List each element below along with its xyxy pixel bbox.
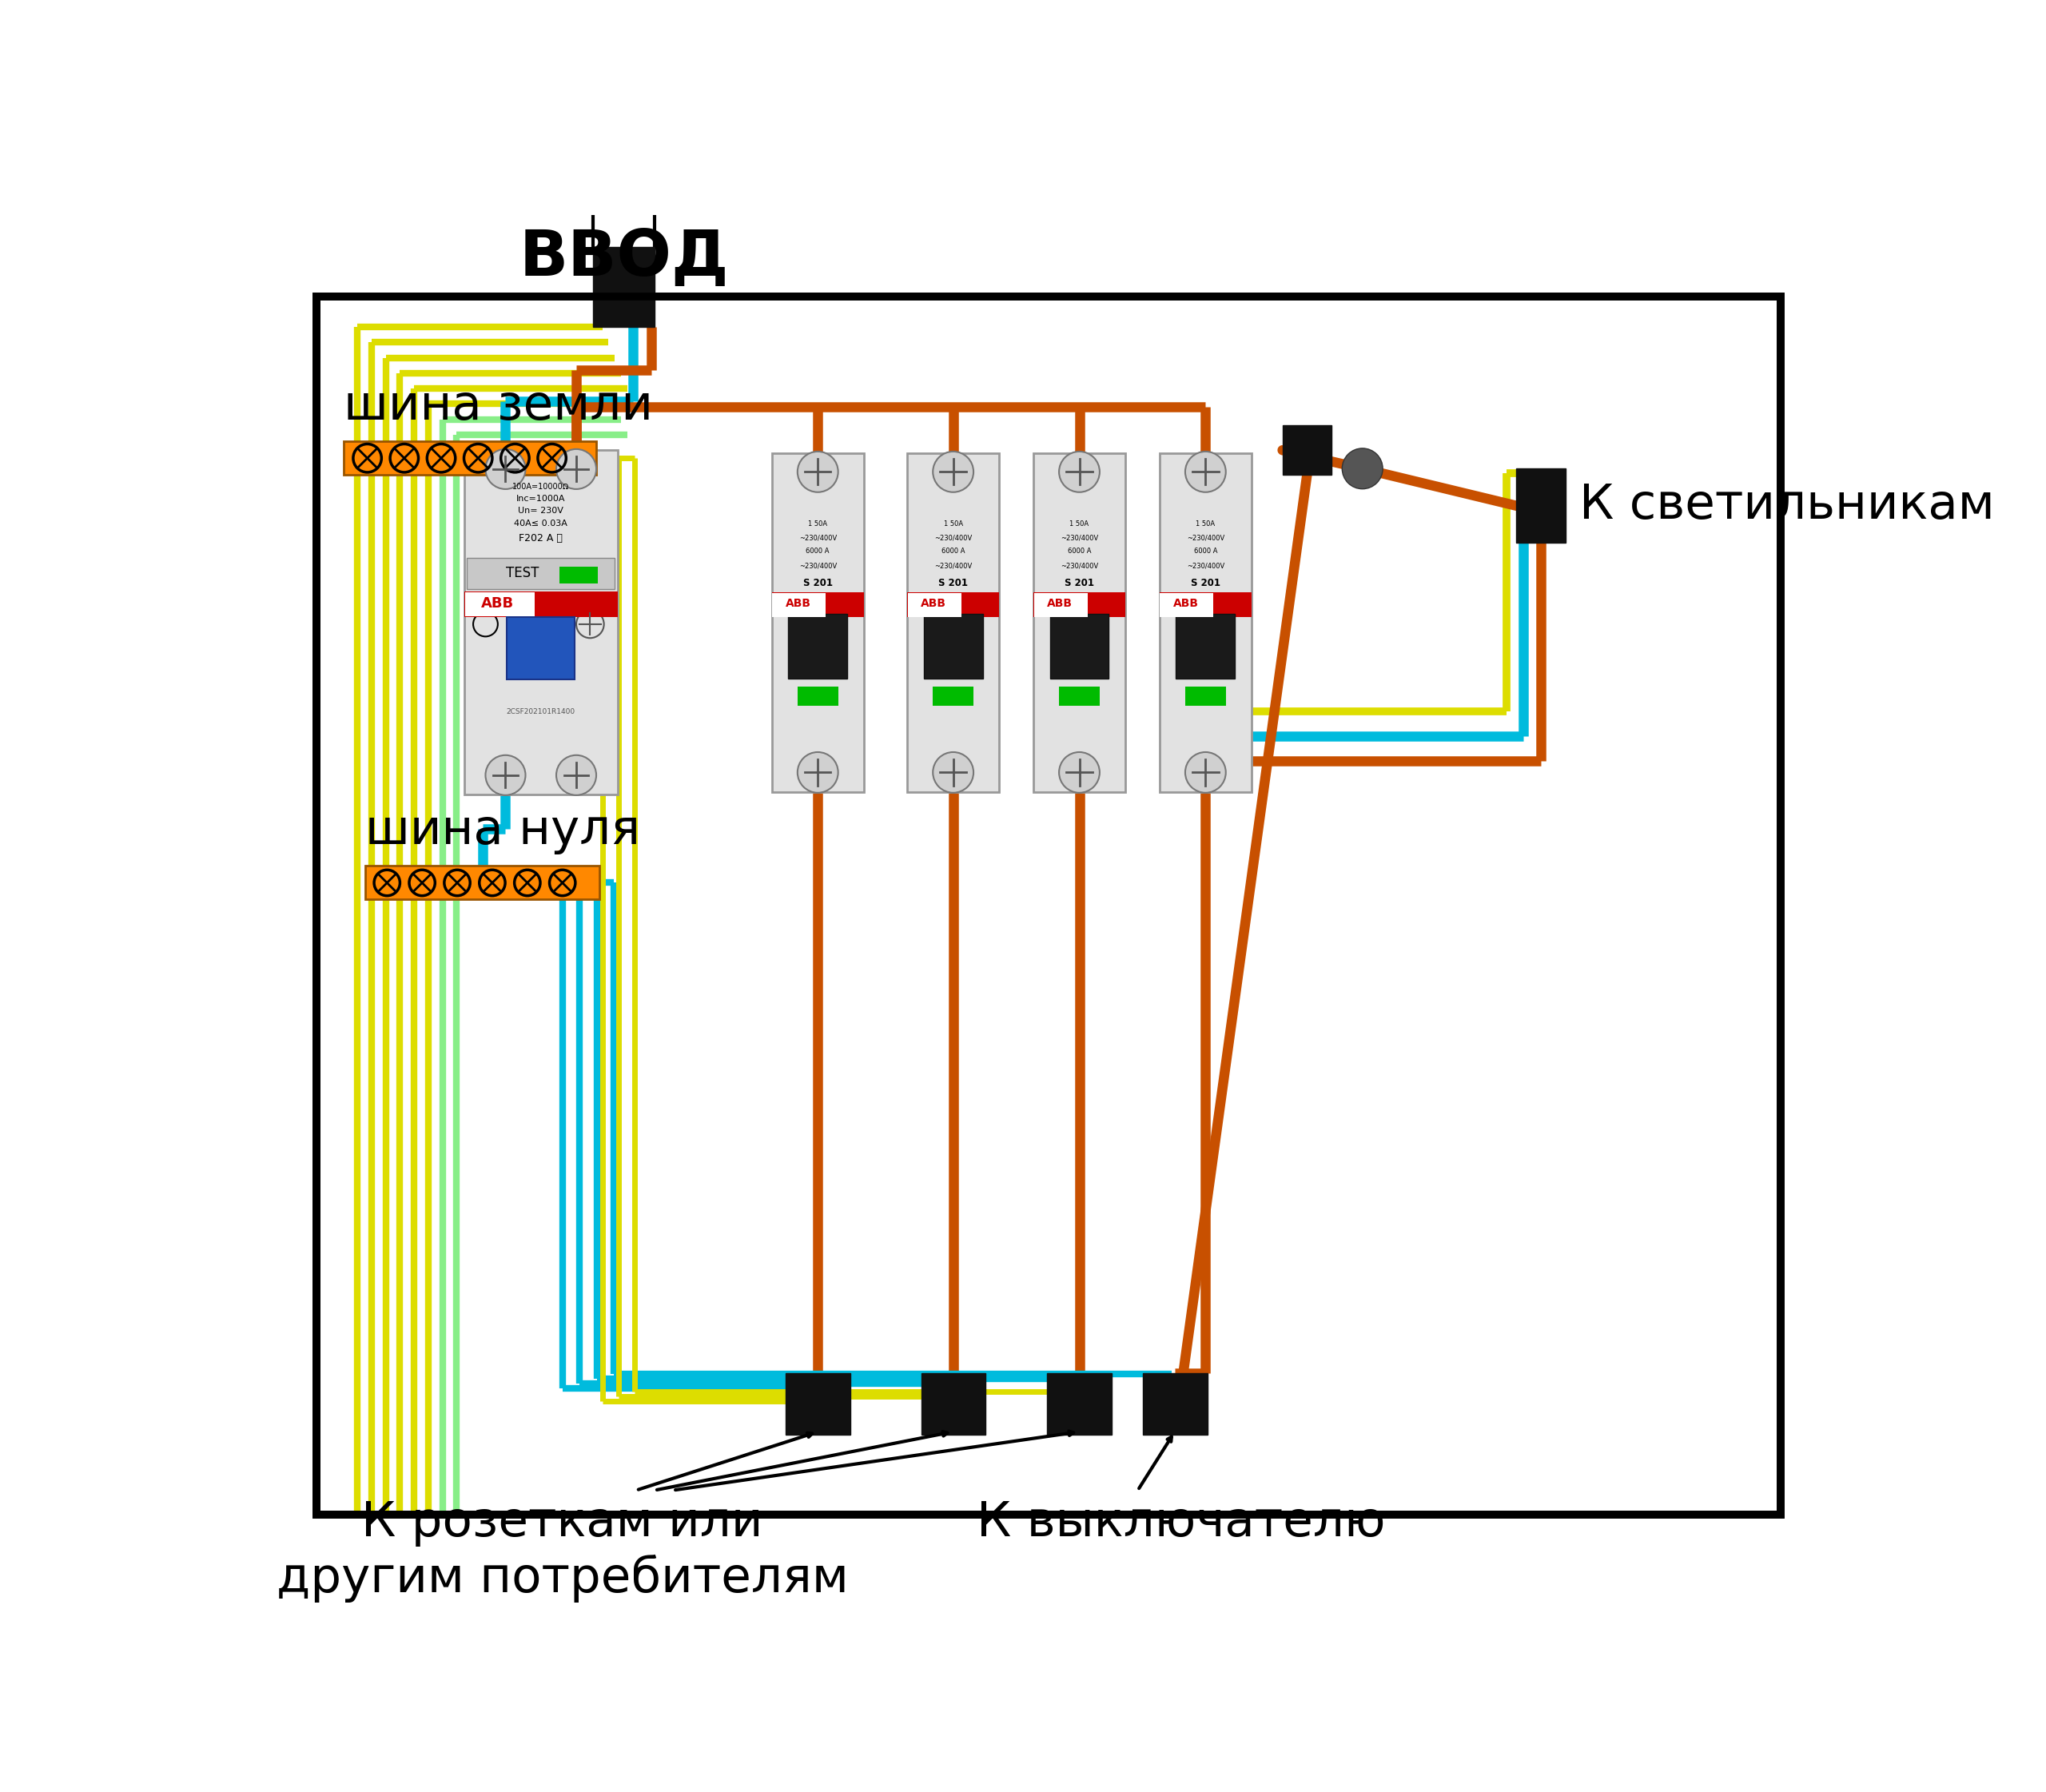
Circle shape <box>485 754 526 796</box>
Text: ~230/400V: ~230/400V <box>1060 534 1099 541</box>
Bar <box>786 1373 851 1435</box>
Text: 6000 A: 6000 A <box>1193 548 1217 556</box>
Bar <box>1033 591 1125 618</box>
Bar <box>788 615 847 679</box>
Bar <box>771 593 827 616</box>
Circle shape <box>933 452 974 493</box>
Bar <box>464 591 618 616</box>
Text: 1 50A: 1 50A <box>943 521 964 529</box>
Text: ABB: ABB <box>1048 599 1072 609</box>
Text: 6000 A: 6000 A <box>1068 548 1091 556</box>
Circle shape <box>1185 753 1226 792</box>
Bar <box>906 453 998 792</box>
Text: ~230/400V: ~230/400V <box>798 563 837 570</box>
Bar <box>507 616 575 679</box>
Circle shape <box>557 754 595 796</box>
Text: 6000 A: 6000 A <box>941 548 966 556</box>
Bar <box>1060 686 1099 706</box>
Text: ~230/400V: ~230/400V <box>1187 563 1224 570</box>
Bar <box>933 686 974 706</box>
Bar <box>466 557 614 590</box>
Bar <box>344 441 595 475</box>
Text: S 201: S 201 <box>939 577 968 588</box>
Bar <box>908 593 962 616</box>
Text: К светильникам: К светильникам <box>1580 482 1995 529</box>
Text: ~230/400V: ~230/400V <box>798 534 837 541</box>
Bar <box>1160 591 1252 618</box>
Bar <box>1144 1373 1207 1435</box>
Circle shape <box>557 450 595 489</box>
Bar <box>1033 593 1086 616</box>
Bar <box>1176 615 1236 679</box>
Text: ~230/400V: ~230/400V <box>1060 563 1099 570</box>
Text: S 201: S 201 <box>1191 577 1219 588</box>
Text: 100A=10000Ω: 100A=10000Ω <box>512 484 569 491</box>
Text: 1 50A: 1 50A <box>1195 521 1215 529</box>
Text: S 201: S 201 <box>1064 577 1095 588</box>
Bar <box>317 296 1780 1514</box>
Bar <box>771 453 863 792</box>
Text: К выключателю: К выключателю <box>976 1500 1385 1546</box>
Bar <box>464 591 534 616</box>
Bar <box>366 866 599 900</box>
Circle shape <box>1342 448 1383 489</box>
Bar <box>1185 686 1226 706</box>
Bar <box>317 296 1780 1514</box>
Text: шина нуля: шина нуля <box>366 808 640 855</box>
Text: ABB: ABB <box>481 597 514 611</box>
Bar <box>1048 1373 1111 1435</box>
Text: 2CSF202101R1400: 2CSF202101R1400 <box>507 708 575 715</box>
Bar <box>921 1373 986 1435</box>
Circle shape <box>1060 753 1099 792</box>
Text: ABB: ABB <box>786 599 810 609</box>
Text: ABB: ABB <box>921 599 947 609</box>
Circle shape <box>798 753 839 792</box>
Text: Un= 230V: Un= 230V <box>518 507 563 514</box>
Bar <box>1283 425 1332 475</box>
Text: F202 A ⓘ: F202 A ⓘ <box>520 532 563 543</box>
Bar <box>559 566 597 584</box>
Bar <box>1050 615 1109 679</box>
Text: ~230/400V: ~230/400V <box>935 563 972 570</box>
Text: К розеткам или
другим потребителям: К розеткам или другим потребителям <box>276 1500 849 1602</box>
Circle shape <box>933 753 974 792</box>
Text: S 201: S 201 <box>802 577 833 588</box>
Text: шина земли: шина земли <box>344 383 653 430</box>
Circle shape <box>1185 452 1226 493</box>
Circle shape <box>485 450 526 489</box>
Text: Inc=1000A: Inc=1000A <box>516 495 565 502</box>
Text: 1 50A: 1 50A <box>1070 521 1088 529</box>
Bar <box>923 615 982 679</box>
Text: ВВОД: ВВОД <box>520 228 728 290</box>
Text: ABB: ABB <box>1172 599 1199 609</box>
Circle shape <box>1060 452 1099 493</box>
Text: TEST: TEST <box>505 566 538 581</box>
Bar <box>798 686 839 706</box>
Text: 40A≤ 0.03A: 40A≤ 0.03A <box>514 520 567 527</box>
Bar <box>771 591 863 618</box>
Circle shape <box>798 452 839 493</box>
Bar <box>1033 453 1125 792</box>
Bar <box>906 591 998 618</box>
Bar <box>1516 468 1565 543</box>
Text: 6000 A: 6000 A <box>806 548 829 556</box>
Bar <box>593 247 655 328</box>
Text: ~230/400V: ~230/400V <box>935 534 972 541</box>
Text: 1 50A: 1 50A <box>808 521 827 529</box>
Text: ~230/400V: ~230/400V <box>1187 534 1224 541</box>
Bar <box>1160 593 1213 616</box>
Bar <box>1160 453 1252 792</box>
Bar <box>464 450 618 796</box>
